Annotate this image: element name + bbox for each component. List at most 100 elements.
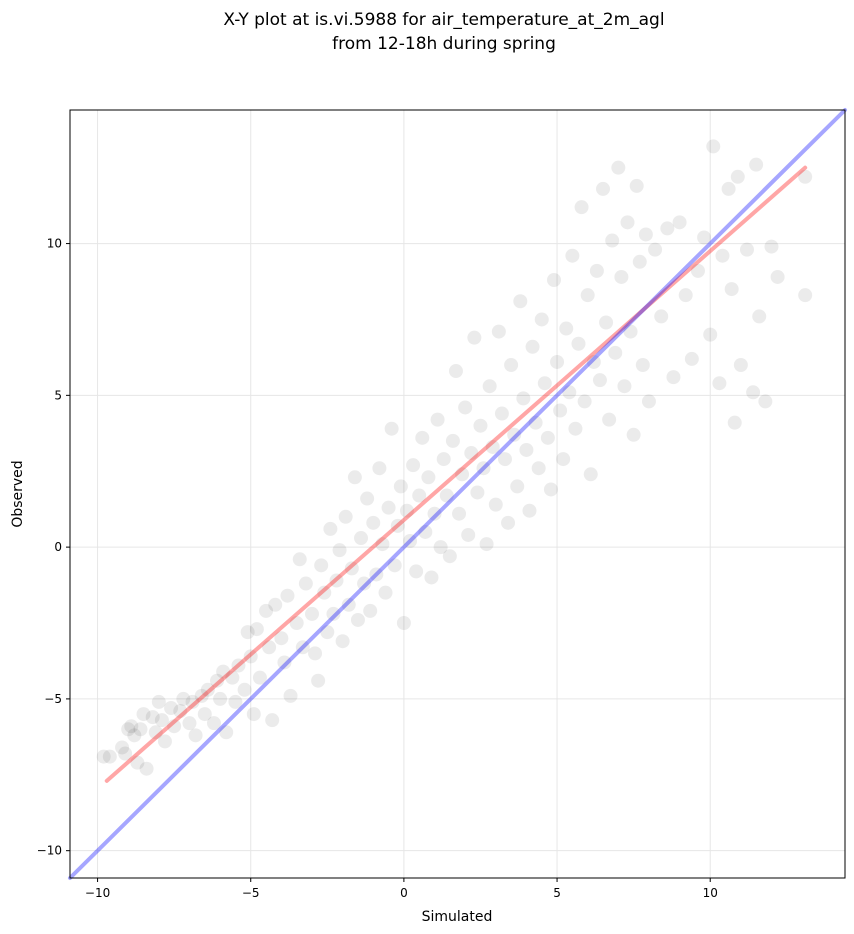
data-point <box>531 461 546 476</box>
data-point <box>252 670 267 685</box>
data-point <box>249 622 264 637</box>
plot-frame <box>69 109 846 879</box>
data-point <box>666 370 681 385</box>
data-point <box>295 640 310 655</box>
data-point <box>764 239 779 254</box>
data-point <box>298 576 313 591</box>
data-point <box>654 309 669 324</box>
y-tick-label: 10 <box>47 237 62 251</box>
data-point <box>648 242 663 257</box>
data-point <box>219 725 234 740</box>
y-axis-label: Observed <box>10 460 26 527</box>
data-point <box>421 470 436 485</box>
data-point <box>399 503 414 518</box>
data-point <box>746 385 761 400</box>
data-point <box>268 597 283 612</box>
data-point <box>102 749 117 764</box>
data-point <box>243 649 258 664</box>
data-point <box>690 263 705 278</box>
data-point <box>206 716 221 731</box>
y-tick-label: 0 <box>54 540 62 554</box>
x-tick-label: 10 <box>703 886 718 900</box>
data-point <box>262 640 277 655</box>
data-point <box>629 178 644 193</box>
data-point <box>372 461 387 476</box>
data-point <box>145 710 160 725</box>
data-point <box>157 734 172 749</box>
data-point <box>455 467 470 482</box>
data-point <box>357 576 372 591</box>
data-point <box>660 221 675 236</box>
data-point <box>430 412 445 427</box>
data-point <box>617 379 632 394</box>
data-point <box>482 379 497 394</box>
data-point <box>292 552 307 567</box>
data-point <box>335 634 350 649</box>
data-point <box>210 673 225 688</box>
data-point <box>635 357 650 372</box>
data-point <box>369 567 384 582</box>
data-point <box>283 688 298 703</box>
data-point <box>577 394 592 409</box>
data-point <box>599 315 614 330</box>
data-point <box>562 385 577 400</box>
data-point <box>488 497 503 512</box>
data-point <box>614 269 629 284</box>
data-point <box>439 488 454 503</box>
data-point <box>130 755 145 770</box>
data-point <box>534 312 549 327</box>
data-point <box>739 242 754 257</box>
data-point <box>497 452 512 467</box>
data-point <box>412 488 427 503</box>
x-axis-ticks: −10 −5 0 5 10 <box>85 878 718 900</box>
data-point <box>393 479 408 494</box>
data-point <box>583 467 598 482</box>
data-point <box>641 394 656 409</box>
data-point <box>727 415 742 430</box>
data-point <box>458 400 473 415</box>
data-point <box>182 716 197 731</box>
data-point <box>418 524 433 539</box>
data-point <box>442 549 457 564</box>
data-point <box>378 585 393 600</box>
data-point <box>139 761 154 776</box>
data-point <box>445 433 460 448</box>
data-point <box>452 506 467 521</box>
data-point <box>565 248 580 263</box>
data-point <box>366 515 381 530</box>
data-point <box>427 506 442 521</box>
data-point <box>164 701 179 716</box>
y-tick-label: −10 <box>37 844 62 858</box>
data-point <box>605 233 620 248</box>
data-point <box>115 740 130 755</box>
data-point <box>491 324 506 339</box>
data-point <box>409 564 424 579</box>
identity-line <box>68 108 847 880</box>
data-point <box>213 691 228 706</box>
data-point <box>124 719 139 734</box>
data-point <box>277 655 292 670</box>
data-point <box>470 485 485 500</box>
data-point <box>507 427 522 442</box>
data-point <box>341 597 356 612</box>
data-point <box>121 722 136 737</box>
data-point <box>280 588 295 603</box>
data-point <box>136 707 151 722</box>
data-point <box>317 585 332 600</box>
data-point <box>516 391 531 406</box>
data-point <box>464 446 479 461</box>
data-point <box>672 215 687 230</box>
data-point <box>326 606 341 621</box>
data-point <box>240 625 255 640</box>
data-point <box>433 540 448 555</box>
data-point <box>611 160 626 175</box>
data-point <box>216 664 231 679</box>
data-point <box>448 364 463 379</box>
chart-subtitle: from 12-18h during spring <box>332 34 556 54</box>
y-axis-ticks: −10 −5 0 5 10 <box>37 237 70 858</box>
data-point <box>311 673 326 688</box>
data-point <box>540 430 555 445</box>
data-point <box>375 537 390 552</box>
data-point <box>586 354 601 369</box>
data-point <box>228 694 243 709</box>
